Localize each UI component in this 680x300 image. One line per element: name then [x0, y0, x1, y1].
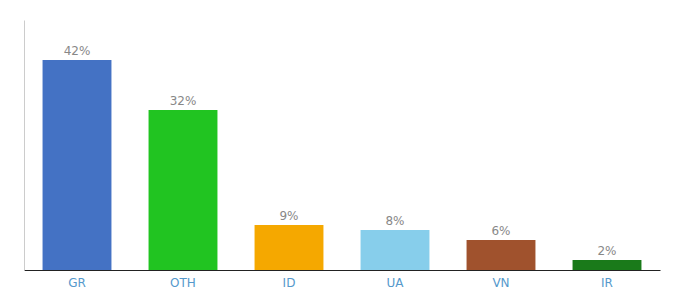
- data-label: 9%: [279, 209, 298, 223]
- data-label: 32%: [170, 94, 197, 108]
- x-tick: OTH: [170, 270, 196, 290]
- bar: [149, 110, 218, 270]
- x-tick: UA: [387, 270, 405, 290]
- x-tick: ID: [283, 270, 296, 290]
- bar: [255, 225, 324, 270]
- x-tick-label: UA: [387, 276, 405, 290]
- y-axis: [24, 21, 25, 271]
- chart: 42% 32% 9% 8% 6% 2% GR OTH ID UA VN IR: [0, 0, 680, 300]
- bar: [573, 260, 642, 270]
- x-tick: IR: [601, 270, 613, 290]
- data-labels: 42% 32% 9% 8% 6% 2%: [64, 44, 617, 258]
- x-tick-label: IR: [601, 276, 613, 290]
- bar: [43, 60, 112, 270]
- x-tick-label: OTH: [170, 276, 196, 290]
- bar: [467, 240, 536, 270]
- bars: [43, 60, 642, 270]
- data-label: 6%: [491, 224, 510, 238]
- plot: 42% 32% 9% 8% 6% 2% GR OTH ID UA VN IR: [25, 21, 661, 290]
- x-tick-label: VN: [492, 276, 509, 290]
- data-label: 2%: [597, 244, 616, 258]
- x-tick-label: ID: [283, 276, 296, 290]
- bar: [361, 230, 430, 270]
- data-label: 42%: [64, 44, 91, 58]
- x-axis-line: [25, 270, 661, 271]
- x-tick: VN: [492, 270, 509, 290]
- x-axis: GR OTH ID UA VN IR: [25, 270, 661, 290]
- data-label: 8%: [385, 214, 404, 228]
- x-tick: GR: [68, 270, 86, 290]
- x-tick-label: GR: [68, 276, 86, 290]
- y-axis-line: [24, 21, 25, 271]
